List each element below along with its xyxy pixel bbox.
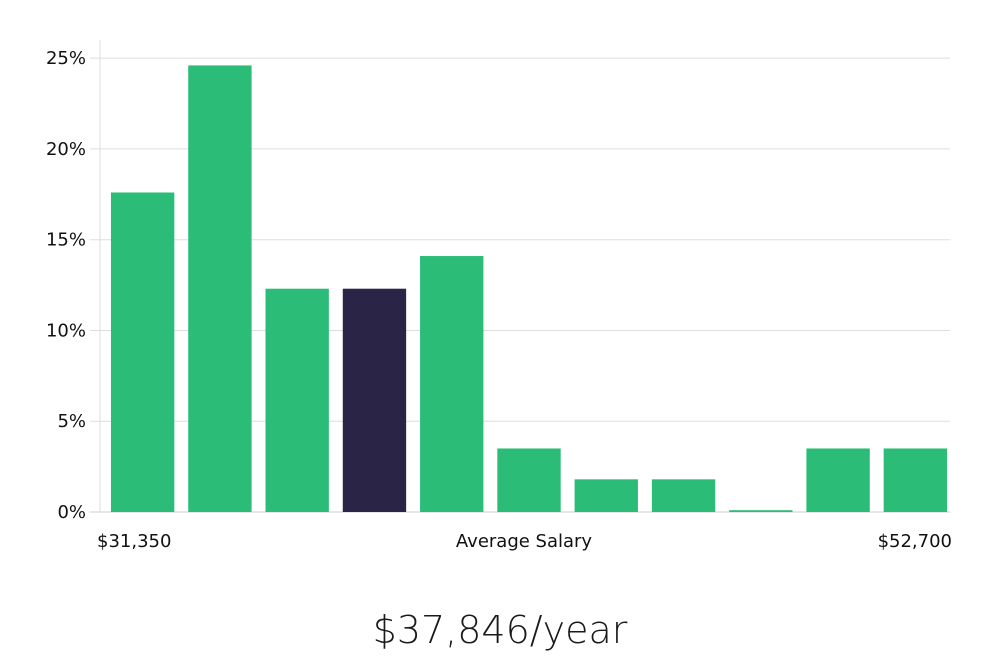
bar (806, 448, 870, 512)
y-tick-label: 25% (46, 48, 86, 69)
bars (110, 65, 948, 513)
y-tick-label: 0% (57, 502, 86, 523)
bar (420, 256, 484, 512)
bar (651, 479, 716, 512)
y-tick-label: 20% (46, 139, 86, 160)
x-max-label: $52,700 (878, 531, 952, 552)
bar (729, 510, 793, 512)
average-salary-value: $37,846/year (372, 608, 628, 652)
bar (265, 288, 329, 512)
bar (188, 65, 252, 513)
y-tick-label: 15% (46, 230, 86, 251)
y-tick-label: 10% (46, 320, 86, 341)
y-axis-ticks: 0% 5% 10% 15% 20% 25% (46, 48, 86, 523)
bar-highlighted (342, 288, 407, 512)
bar (574, 479, 638, 512)
bar (497, 448, 561, 512)
bar (110, 192, 175, 512)
bar (883, 448, 948, 512)
x-min-label: $31,350 (97, 531, 171, 552)
y-tick-label: 5% (57, 411, 86, 432)
x-center-label: Average Salary (456, 531, 593, 552)
